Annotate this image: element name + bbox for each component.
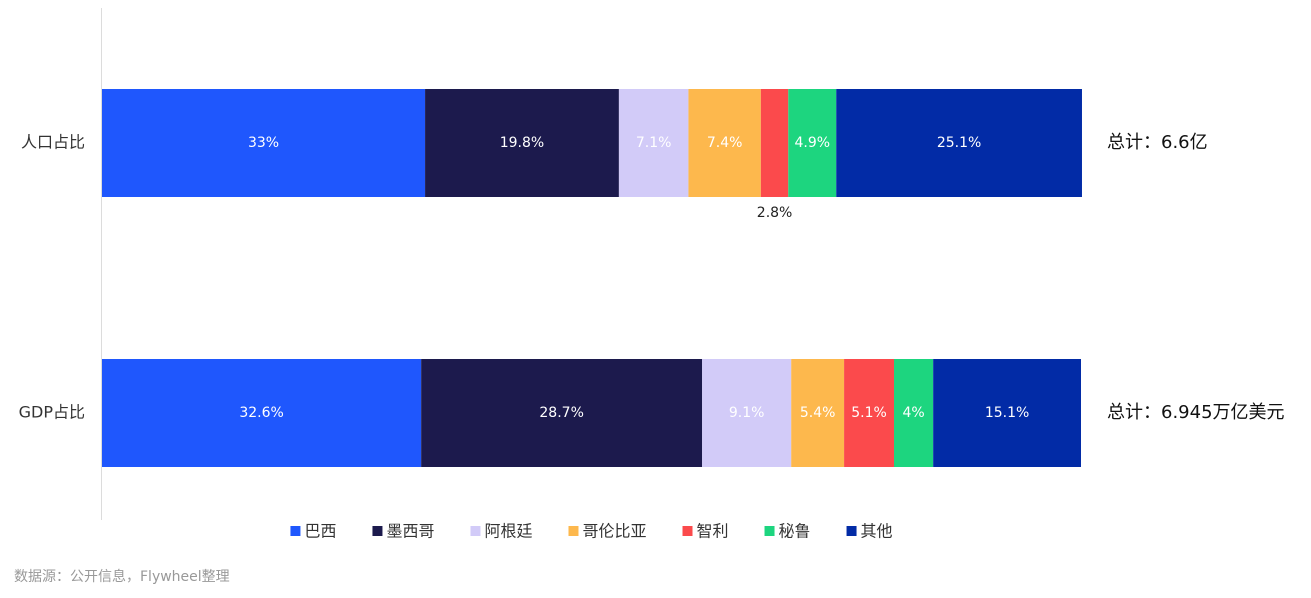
- y-tick-label: GDP占比: [19, 403, 85, 422]
- bar-segment: [421, 359, 703, 467]
- data-label: 33%: [248, 135, 279, 151]
- bar-segment: [791, 359, 845, 467]
- legend-label: 阿根廷: [484, 522, 532, 541]
- total-annotation: 总计：6.945万亿美元: [1107, 402, 1285, 423]
- data-label: 9.1%: [729, 405, 765, 421]
- y-tick-label: 人口占比: [21, 133, 85, 152]
- bar-segment: [788, 89, 837, 197]
- legend-swatch: [846, 526, 857, 536]
- bar-segment: [933, 359, 1081, 467]
- bar-segment: [894, 359, 934, 467]
- data-label: 2.8%: [757, 205, 793, 221]
- legend-label: 秘鲁: [779, 522, 811, 541]
- legend-label: 墨西哥: [386, 522, 434, 541]
- data-label: 25.1%: [937, 135, 981, 151]
- legend-swatch: [764, 526, 775, 536]
- legend-swatch: [290, 526, 301, 536]
- data-label: 28.7%: [539, 405, 583, 421]
- legend-label: 智利: [697, 522, 729, 541]
- data-label: 5.1%: [851, 405, 887, 421]
- bar-segment: [760, 89, 789, 197]
- bar-segment: [425, 89, 619, 197]
- bar-segment: [702, 359, 792, 467]
- source-note: 数据源：公开信息，Flywheel整理: [14, 568, 230, 585]
- data-label: 4%: [902, 405, 924, 421]
- bar-segment: [102, 89, 426, 197]
- data-label: 4.9%: [794, 135, 830, 151]
- data-label: 32.6%: [239, 405, 283, 421]
- data-label: 5.4%: [800, 405, 836, 421]
- bar-segment: [688, 89, 761, 197]
- data-label: 7.4%: [707, 135, 743, 151]
- legend-swatch: [682, 526, 693, 536]
- legend-swatch: [568, 526, 579, 536]
- legend-label: 巴西: [304, 522, 336, 541]
- legend-swatch: [372, 526, 383, 536]
- bar-segment: [618, 89, 689, 197]
- bar-segment: [102, 359, 422, 467]
- legend-label: 哥伦比亚: [582, 522, 646, 541]
- bar-segment: [844, 359, 895, 467]
- data-label: 15.1%: [985, 405, 1029, 421]
- data-label: 7.1%: [636, 135, 672, 151]
- total-annotation: 总计：6.6亿: [1107, 132, 1208, 153]
- data-label: 19.8%: [500, 135, 544, 151]
- bar-segment: [836, 89, 1082, 197]
- legend-label: 其他: [861, 522, 893, 541]
- legend-swatch: [470, 526, 481, 536]
